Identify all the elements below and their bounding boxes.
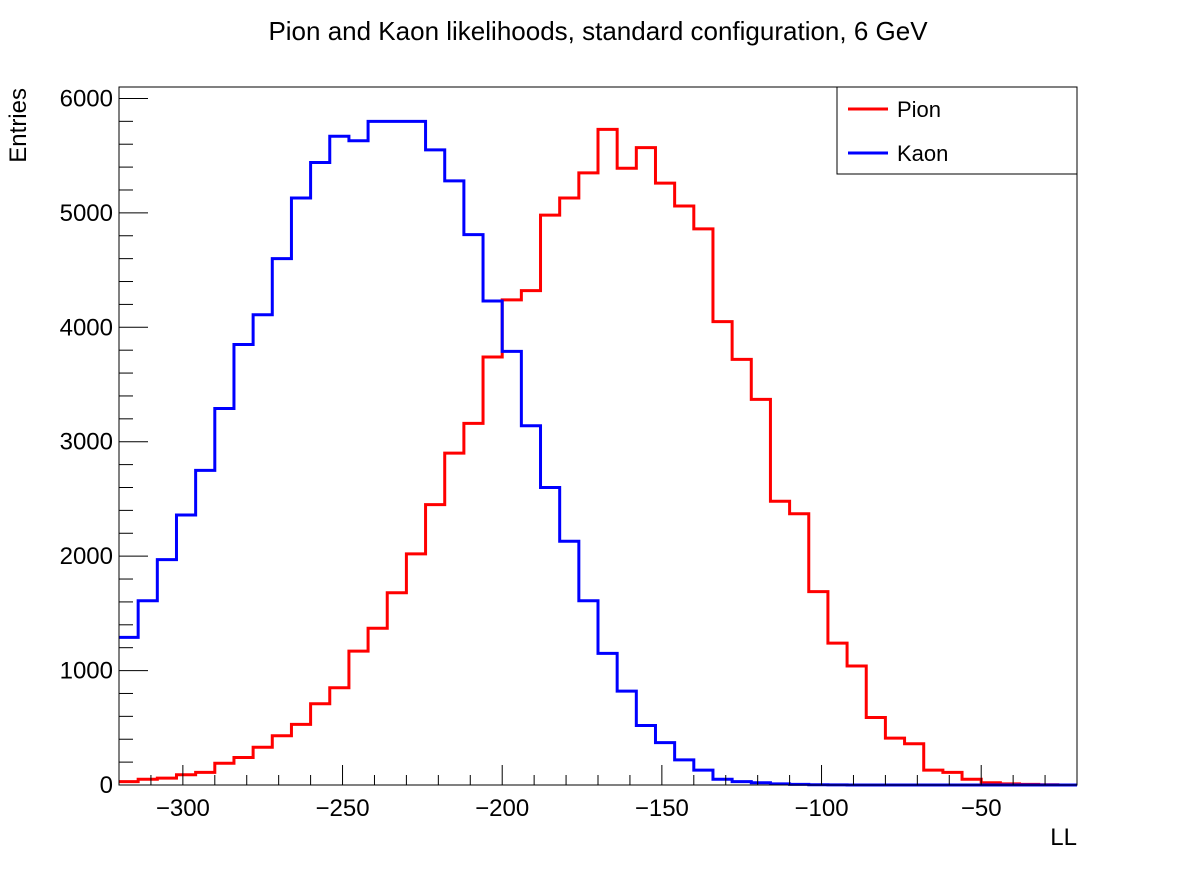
y-tick-label: 0 [100,772,113,799]
y-tick-label: 3000 [60,429,113,456]
plot-frame [118,86,1078,786]
legend-label-pion: Pion [897,97,941,122]
x-tick-label: −200 [475,795,529,822]
x-tick-label: −250 [316,795,370,822]
axes-group: −300 −250 −200 −150 −100 −50 0 1000 2000 3000 4000… [60,85,1078,822]
x-tick-label: −100 [795,795,849,822]
y-tick-label: 2000 [60,543,113,570]
x-tick-label: −300 [156,795,210,822]
y-tick-label: 5000 [60,200,113,227]
legend-box [836,86,1078,175]
histogram-series-group [119,119,1077,787]
chart-title: Pion and Kaon likelihoods, standard conf… [268,16,928,46]
legend-label-kaon: Kaon [897,141,948,166]
legend: Pion Kaon [836,86,1078,175]
x-tick-label: −150 [635,795,689,822]
y-tick-label: 1000 [60,658,113,685]
x-tick-label: −50 [961,795,1002,822]
y-tick-label: 4000 [60,314,113,341]
y-tick-label: 6000 [60,85,113,112]
series-line-kaon [119,119,1077,787]
series-line-pion [119,127,1077,787]
x-axis-label: LL [1050,824,1077,851]
y-axis-label: Entries [5,88,32,163]
